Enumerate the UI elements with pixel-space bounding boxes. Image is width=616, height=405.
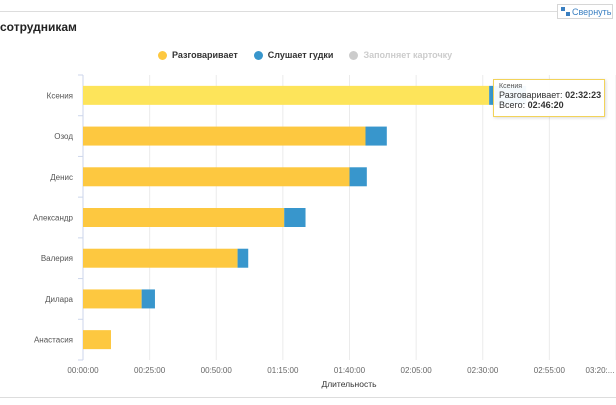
x-axis-title: Длительность <box>321 379 377 389</box>
category-label: Озод <box>54 132 73 141</box>
bar-listening <box>141 289 155 309</box>
bar-talking <box>83 85 490 105</box>
x-tick-label: 02:55:00 <box>534 366 566 375</box>
bar-talking <box>83 167 350 187</box>
category-label: Александр <box>33 214 74 223</box>
category-label: Валерия <box>41 254 73 263</box>
legend-item-filling-card[interactable]: Заполняет карточку <box>349 50 452 60</box>
legend-item-talking[interactable]: Разговаривает <box>158 50 238 60</box>
bar-talking <box>83 126 366 146</box>
bar-talking <box>83 248 238 268</box>
x-tick-label: 03:20:... <box>586 366 615 375</box>
collapse-icon <box>561 7 570 16</box>
legend: Разговаривает Слушает гудки Заполняет ка… <box>158 50 452 60</box>
chart-title: сотрудникам <box>0 20 77 34</box>
x-tick-label: 02:30:00 <box>467 366 499 375</box>
bar-talking <box>83 330 111 350</box>
tooltip-total-value: 02:46:20 <box>527 100 564 110</box>
bar-talking <box>83 208 285 227</box>
legend-dot <box>349 50 359 60</box>
bar-listening <box>284 208 306 227</box>
header-divider <box>0 11 558 12</box>
collapse-label: Свернуть <box>572 6 612 17</box>
tooltip-talking-value: 02:32:23 <box>565 90 602 100</box>
bar-talking <box>83 289 142 309</box>
legend-label: Заполняет карточку <box>363 50 453 60</box>
category-label: Ксения <box>47 91 73 100</box>
legend-label: Слушает гудки <box>267 50 334 60</box>
bar-listening <box>237 248 249 268</box>
tooltip-name: Ксения <box>499 83 523 90</box>
category-label: Анастасия <box>34 336 73 345</box>
tooltip-total-label: Всего: <box>499 100 526 110</box>
legend-dot <box>253 50 263 60</box>
bar-listening <box>365 126 387 146</box>
x-tick-label: 00:25:00 <box>134 366 166 375</box>
tooltip-talking-label: Разговаривает: <box>499 90 563 100</box>
x-tick-label: 01:40:00 <box>334 366 366 375</box>
legend-dot <box>158 50 167 60</box>
x-tick-label: 01:15:00 <box>267 366 299 375</box>
category-label: Дилара <box>45 295 73 304</box>
footer-divider <box>0 397 616 398</box>
legend-label: Разговаривает <box>172 50 238 60</box>
category-label: Денис <box>50 173 73 182</box>
bar-listening <box>349 167 367 187</box>
legend-item-listening[interactable]: Слушает гудки <box>253 50 334 60</box>
x-tick-label: 02:05:00 <box>401 366 433 375</box>
tooltip: Ксения Разговаривает: 02:32:23 Всего: 02… <box>493 79 605 117</box>
collapse-button[interactable]: Свернуть <box>557 4 613 19</box>
x-tick-label: 00:50:00 <box>201 366 233 375</box>
x-tick-label: 00:00:00 <box>67 366 99 375</box>
